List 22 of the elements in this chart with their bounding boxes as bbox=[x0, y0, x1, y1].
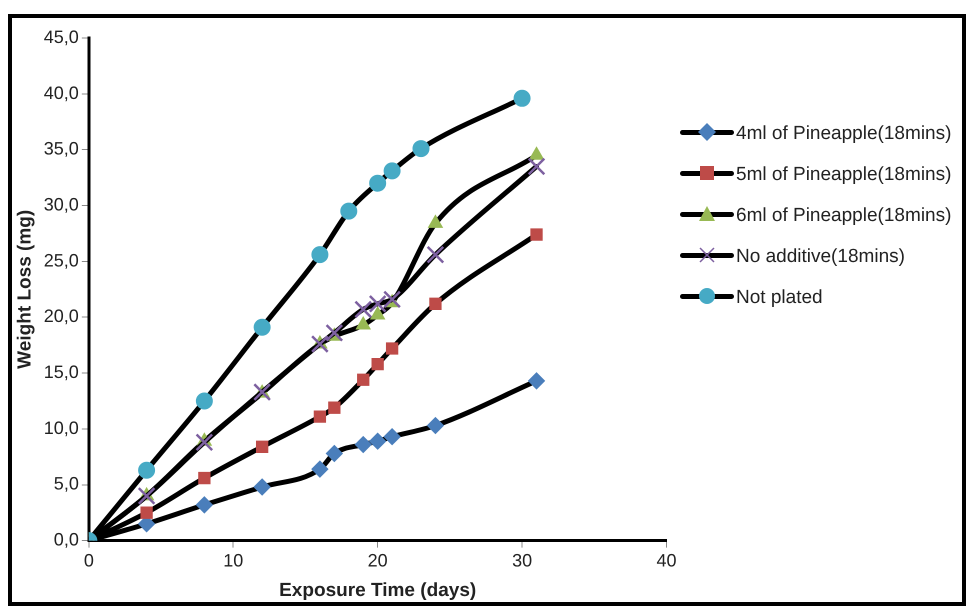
y-tick-label: 45,0 bbox=[44, 26, 79, 47]
legend-label: 4ml of Pineapple(18mins) bbox=[736, 122, 952, 146]
y-tick-label: 25,0 bbox=[44, 250, 79, 270]
y-tick-label: 40,0 bbox=[44, 82, 79, 103]
y-tick-label: 30,0 bbox=[44, 194, 79, 214]
legend-label: Not plated bbox=[736, 286, 823, 310]
y-tick-label: 35,0 bbox=[44, 138, 79, 159]
x-tick-label: 20 bbox=[368, 550, 388, 570]
x-tick-label: 30 bbox=[512, 550, 532, 570]
y-tick-label: 20,0 bbox=[44, 306, 79, 326]
legend-label: No additive(18mins) bbox=[736, 245, 905, 269]
y-tick-label: 15,0 bbox=[44, 362, 79, 382]
legend-label: 5ml of Pineapple(18mins) bbox=[736, 163, 952, 187]
x-tick-label: 0 bbox=[84, 550, 94, 570]
x-tick-label: 10 bbox=[223, 550, 244, 570]
y-tick-label: 10,0 bbox=[44, 418, 79, 438]
x-axis-title: Exposure Time (days) bbox=[279, 580, 476, 601]
x-tick-label: 40 bbox=[656, 550, 677, 570]
legend-label: 6ml of Pineapple(18mins) bbox=[736, 204, 952, 228]
y-tick-label: 5,0 bbox=[54, 474, 79, 494]
y-tick-label: 0,0 bbox=[54, 530, 79, 550]
y-axis-title: Weight Loss (mg) bbox=[14, 210, 36, 369]
